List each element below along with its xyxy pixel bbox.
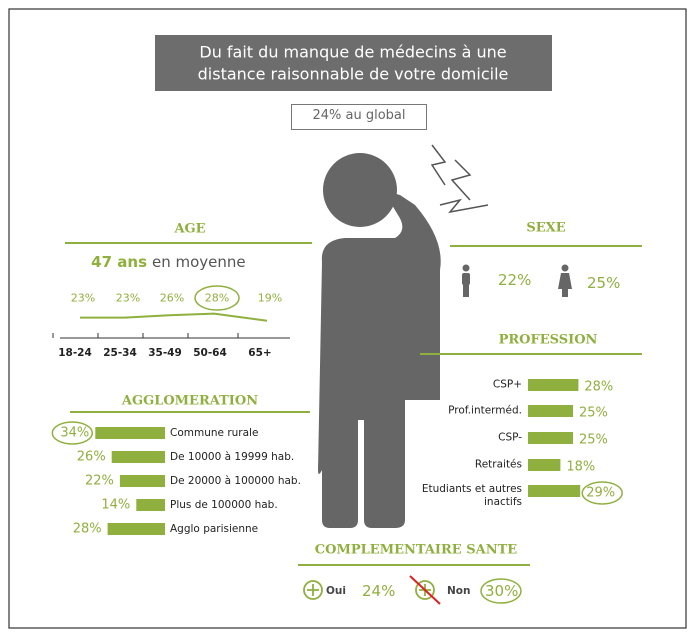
- age-category: 25-34: [103, 347, 137, 359]
- bar-label: Agglo parisienne: [170, 523, 259, 535]
- sex-value: 25%: [587, 274, 621, 292]
- age-line: [80, 312, 268, 322]
- bar-value: 28%: [584, 379, 614, 395]
- title-line: distance raisonnable de votre domicile: [197, 64, 509, 84]
- bar: [107, 523, 165, 535]
- section-title: AGGLOMERATION: [121, 393, 259, 409]
- age-value: 19%: [257, 291, 283, 305]
- age-category: 65+: [248, 347, 272, 359]
- bar-label: De 10000 à 19999 hab.: [170, 451, 295, 463]
- bar-value: 34%: [60, 425, 90, 441]
- option-value: 30%: [485, 582, 519, 600]
- bar: [528, 379, 579, 391]
- age-average-text: en moyenne: [152, 253, 246, 271]
- bar-label: CSP-: [498, 431, 522, 444]
- option-label: Oui: [326, 585, 347, 597]
- bar-label: Prof.interméd.: [448, 404, 522, 417]
- bar: [119, 475, 165, 487]
- bar-label: Retraités: [474, 458, 522, 471]
- highlight-circle: [51, 421, 94, 445]
- bar-value: 28%: [72, 521, 102, 537]
- section-title: COMPLEMENTAIRE SANTE: [314, 542, 518, 558]
- pain-bolts: [430, 144, 489, 214]
- bar-label: Commune rurale: [170, 427, 259, 439]
- section-title: AGE: [174, 221, 206, 237]
- bar-value: 14%: [101, 497, 131, 513]
- highlight-circle: [480, 578, 522, 604]
- cross-out: [409, 575, 441, 605]
- bar-value: 26%: [76, 449, 106, 465]
- bar: [528, 405, 573, 417]
- bar-value: 29%: [586, 485, 616, 501]
- bar: [528, 459, 561, 471]
- age-value: 23%: [70, 291, 96, 305]
- global-box: 24% au global: [291, 104, 427, 130]
- bar: [95, 427, 165, 439]
- title-box: [155, 35, 552, 91]
- sex-icons: [462, 264, 572, 297]
- frame: [8, 8, 687, 629]
- sex-value: 22%: [498, 271, 532, 289]
- bar-label: Etudiants et autres inactifs: [421, 483, 522, 508]
- highlight-circle: [194, 285, 240, 311]
- age-category: 18-24: [58, 347, 92, 359]
- age-value: 26%: [159, 291, 185, 305]
- option-label: Non: [447, 585, 471, 597]
- age-category: 50-64: [193, 347, 227, 359]
- bar-label: De 20000 à 100000 hab.: [170, 475, 301, 487]
- bar-value: 25%: [579, 405, 608, 421]
- age-category: 35-49: [148, 347, 182, 359]
- age-average: 47 ans: [91, 253, 147, 271]
- bar: [528, 485, 581, 497]
- age-value: 23%: [115, 291, 141, 305]
- section-rules: [65, 242, 642, 566]
- section-title: PROFESSION: [498, 332, 598, 348]
- option-value: 24%: [362, 582, 396, 600]
- bar: [111, 451, 165, 463]
- bar-label: CSP+: [492, 378, 522, 391]
- bar-label: Plus de 100000 hab.: [170, 499, 278, 511]
- bar: [528, 432, 573, 444]
- bar-value: 22%: [84, 473, 114, 489]
- highlight-circle: [581, 481, 623, 505]
- section-title: SEXE: [526, 220, 566, 236]
- bar-value: 25%: [579, 432, 608, 448]
- bar-value: 18%: [566, 459, 596, 475]
- age-value: 28%: [204, 291, 230, 305]
- person-icon: [318, 153, 441, 528]
- title-line: Du fait du manque de médecins à une: [199, 42, 507, 62]
- bar: [136, 499, 165, 511]
